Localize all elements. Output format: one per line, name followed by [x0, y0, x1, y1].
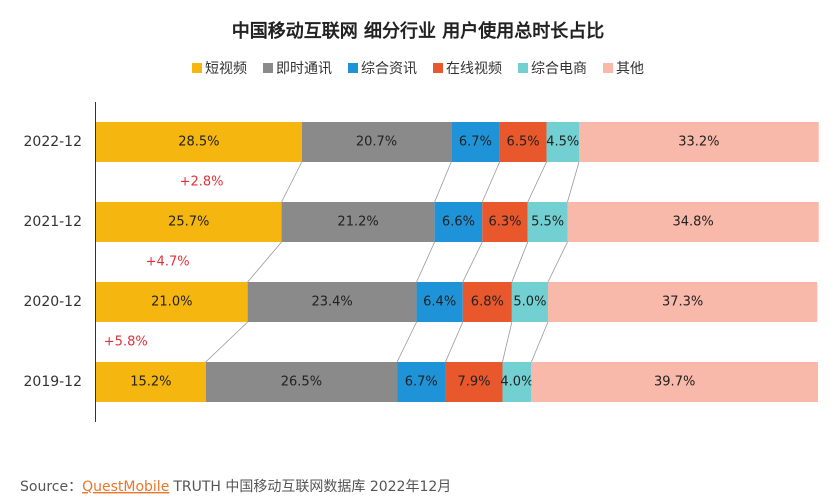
value-label: 34.8% — [672, 215, 713, 230]
bar-segment — [96, 362, 206, 402]
value-label: 25.7% — [168, 215, 209, 230]
value-label: 37.3% — [662, 295, 703, 310]
bar-segment — [301, 122, 452, 162]
connector — [281, 161, 303, 203]
y-tick-label: 2021-12 — [24, 214, 83, 230]
value-label: 6.7% — [405, 375, 438, 390]
legend-label: 其他 — [616, 61, 644, 77]
bar-segment — [434, 202, 483, 242]
legend-label: 综合电商 — [531, 61, 587, 77]
annotation: +4.7% — [146, 255, 190, 270]
legend-label: 在线视频 — [446, 61, 502, 77]
bar-segment — [445, 362, 503, 402]
value-label: 6.6% — [442, 215, 475, 230]
bar-segment — [96, 122, 302, 162]
value-label: 4.0% — [500, 375, 533, 390]
bar-segment — [579, 122, 819, 162]
bar-segment — [205, 362, 398, 402]
connector — [205, 321, 248, 363]
value-label: 6.3% — [488, 215, 521, 230]
bar-segment — [247, 282, 417, 322]
legend-swatch — [433, 63, 443, 73]
y-tick-label: 2020-12 — [24, 294, 83, 310]
annotation: +2.8% — [180, 175, 224, 190]
y-tick-label: 2022-12 — [24, 134, 83, 150]
bar-segment — [416, 282, 463, 322]
value-label: 39.7% — [654, 375, 695, 390]
legend-swatch — [348, 63, 358, 73]
y-tick-label: 2019-12 — [24, 374, 83, 390]
value-label: 5.5% — [531, 215, 564, 230]
connector — [396, 321, 417, 363]
value-label: 28.5% — [178, 135, 219, 150]
value-label: 21.0% — [151, 295, 192, 310]
source-brand: QuestMobile — [82, 479, 169, 495]
chart-title: 中国移动互联网 细分行业 用户使用总时长占比 — [232, 20, 605, 42]
connector — [481, 161, 500, 203]
source-text: TRUTH 中国移动互联网数据库 2022年12月 — [172, 479, 451, 495]
connector — [530, 321, 549, 363]
value-label: 33.2% — [678, 135, 719, 150]
bar-segment — [482, 202, 528, 242]
source-prefix: Source： — [20, 479, 82, 495]
bar-segment — [281, 202, 435, 242]
value-label: 23.4% — [311, 295, 352, 310]
connector — [462, 241, 483, 283]
legend-label: 即时通讯 — [276, 61, 332, 77]
bar-segment — [531, 362, 818, 402]
legend-swatch — [603, 63, 613, 73]
connector — [416, 241, 435, 283]
value-label: 21.2% — [337, 215, 378, 230]
bar-segment — [397, 362, 446, 402]
connector — [502, 321, 513, 363]
value-label: 26.5% — [281, 375, 322, 390]
bar-segment — [96, 202, 282, 242]
value-label: 5.0% — [513, 295, 546, 310]
bar-segment — [502, 362, 532, 402]
connector — [527, 161, 547, 203]
annotation: +5.8% — [104, 335, 148, 350]
legend-label: 短视频 — [205, 61, 247, 77]
value-label: 7.9% — [457, 375, 490, 390]
value-label: 20.7% — [356, 135, 397, 150]
bar-segment — [96, 282, 248, 322]
connector — [247, 241, 282, 283]
legend-swatch — [192, 63, 202, 73]
bar-segment — [547, 282, 818, 322]
connector — [445, 321, 464, 363]
legend-label: 综合资讯 — [361, 61, 417, 77]
bar-segment — [451, 122, 500, 162]
bar-segment — [546, 122, 580, 162]
legend-swatch — [263, 63, 273, 73]
bar-segment — [527, 202, 568, 242]
bar-segment — [499, 122, 547, 162]
connector — [567, 161, 580, 203]
connector — [434, 161, 452, 203]
connector — [511, 241, 529, 283]
value-label: 6.5% — [507, 135, 540, 150]
legend-swatch — [518, 63, 528, 73]
value-label: 6.7% — [459, 135, 492, 150]
value-label: 15.2% — [130, 375, 171, 390]
bar-segment — [462, 282, 512, 322]
bar-segment — [511, 282, 548, 322]
connector — [547, 241, 568, 283]
value-label: 6.4% — [423, 295, 456, 310]
source: Source：QuestMobile TRUTH 中国移动互联网数据库 2022年… — [20, 479, 451, 495]
bar-segment — [567, 202, 819, 242]
value-label: 4.5% — [546, 135, 579, 150]
value-label: 6.8% — [471, 295, 504, 310]
